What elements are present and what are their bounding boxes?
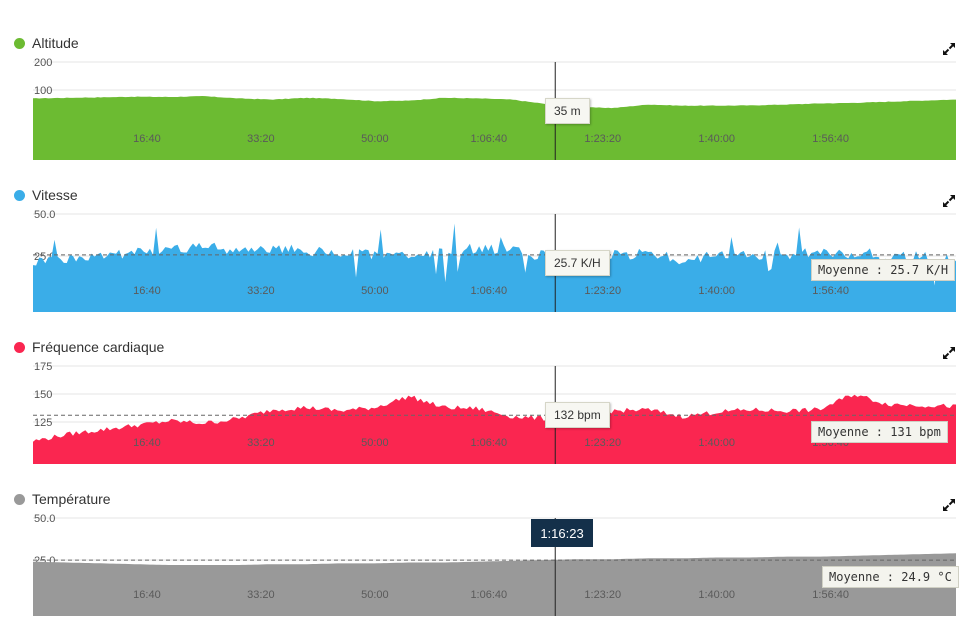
altitude-x-tick-label: 1:40:00 [698, 133, 735, 145]
temperature-x-tick-label: 1:56:40 [812, 589, 849, 601]
altitude-x-tick-label: 1:23:20 [584, 133, 621, 145]
speed-x-tick-label: 1:06:40 [470, 285, 507, 297]
speed-chart[interactable]: 50.025.00.016:4033:2050:001:06:401:23:20… [0, 166, 966, 316]
heart-rate-x-tick-label: 1:06:40 [470, 437, 507, 449]
temperature-chart[interactable]: 50.025.00.016:4033:2050:001:06:401:23:20… [0, 470, 966, 620]
heart-rate-tooltip: 132 bpm [545, 402, 610, 428]
speed-x-tick-label: 33:20 [247, 285, 275, 297]
temperature-x-tick-label: 33:20 [247, 589, 275, 601]
heart-rate-x-tick-label: 1:40:00 [698, 437, 735, 449]
temperature-average-label: Moyenne : 24.9 °C [822, 566, 959, 588]
speed-average-label: Moyenne : 25.7 K/H [811, 259, 955, 281]
heart-rate-x-tick-label: 16:40 [133, 437, 161, 449]
heart-rate-average-label: Moyenne : 131 bpm [811, 421, 948, 443]
temperature-y-tick-label: 50.0 [34, 513, 55, 525]
temperature-x-tick-label: 16:40 [133, 589, 161, 601]
temperature-panel: Température 50.025.00.016:4033:2050:001:… [0, 470, 966, 620]
altitude-tooltip: 35 m [545, 98, 590, 124]
altitude-y-tick-label: 200 [34, 57, 52, 69]
heart-rate-x-tick-label: 33:20 [247, 437, 275, 449]
heart-rate-x-tick-label: 1:23:20 [584, 437, 621, 449]
speed-x-tick-label: 1:40:00 [698, 285, 735, 297]
altitude-x-tick-label: 50:00 [361, 133, 389, 145]
altitude-panel: Altitude 2001000-10016:4033:2050:001:06:… [0, 14, 966, 164]
heart-rate-y-tick-label: 175 [34, 361, 52, 373]
temperature-x-tick-label: 1:06:40 [470, 589, 507, 601]
speed-y-tick-label: 50.0 [34, 209, 55, 221]
temperature-x-tick-label: 1:23:20 [584, 589, 621, 601]
speed-tooltip: 25.7 K/H [545, 250, 610, 276]
expand-arrows-icon[interactable] [941, 497, 957, 513]
heart-rate-panel: Fréquence cardiaque 17515012510016:4033:… [0, 318, 966, 468]
temperature-x-tick-label: 50:00 [361, 589, 389, 601]
cursor-time-label: 1:16:23 [531, 519, 593, 547]
altitude-x-tick-label: 16:40 [133, 133, 161, 145]
altitude-chart[interactable]: 2001000-10016:4033:2050:001:06:401:23:20… [0, 14, 966, 164]
expand-arrows-icon[interactable] [941, 193, 957, 209]
expand-arrows-icon[interactable] [941, 345, 957, 361]
heart-rate-chart[interactable]: 17515012510016:4033:2050:001:06:401:23:2… [0, 318, 966, 468]
speed-x-tick-label: 1:23:20 [584, 285, 621, 297]
altitude-y-tick-label: 100 [34, 85, 52, 97]
temperature-area-series [33, 553, 956, 616]
speed-x-tick-label: 50:00 [361, 285, 389, 297]
speed-x-tick-label: 16:40 [133, 285, 161, 297]
temperature-x-tick-label: 1:40:00 [698, 589, 735, 601]
altitude-x-tick-label: 33:20 [247, 133, 275, 145]
heart-rate-y-tick-label: 150 [34, 389, 52, 401]
altitude-x-tick-label: 1:56:40 [812, 133, 849, 145]
speed-panel: Vitesse 50.025.00.016:4033:2050:001:06:4… [0, 166, 966, 316]
altitude-area-series [33, 96, 956, 160]
heart-rate-x-tick-label: 50:00 [361, 437, 389, 449]
speed-x-tick-label: 1:56:40 [812, 285, 849, 297]
altitude-x-tick-label: 1:06:40 [470, 133, 507, 145]
heart-rate-y-tick-label: 125 [34, 417, 52, 429]
expand-arrows-icon[interactable] [941, 41, 957, 57]
